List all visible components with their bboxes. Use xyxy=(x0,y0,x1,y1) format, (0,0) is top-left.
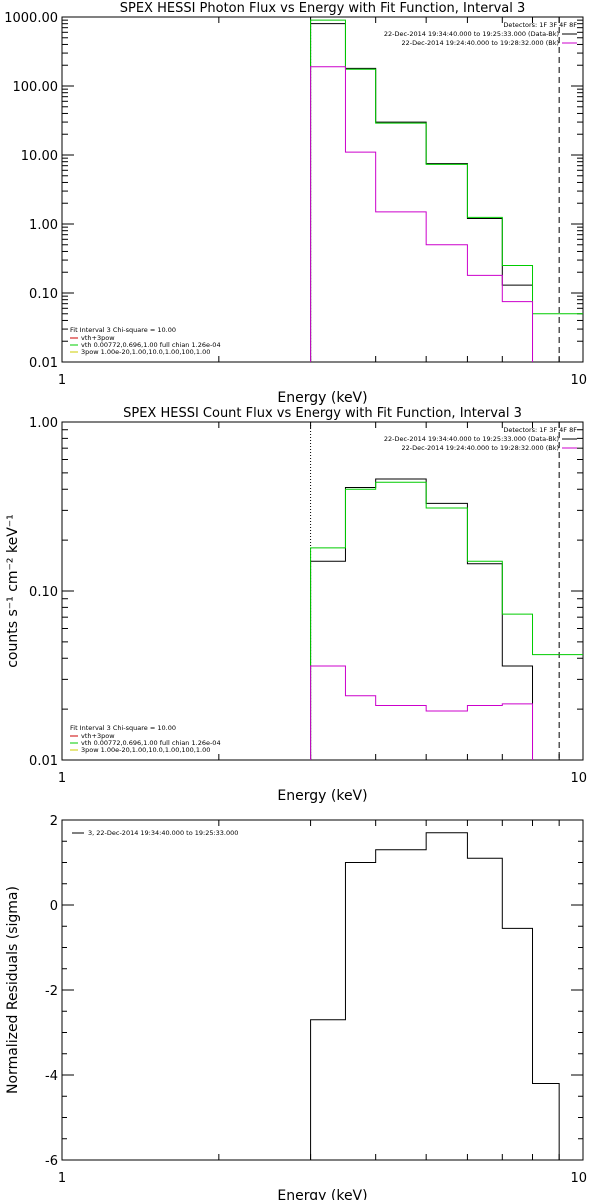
y-tick-label: 0 xyxy=(50,899,58,914)
series-group xyxy=(310,832,560,1160)
y-axis-label: Normalized Residuals (sigma) xyxy=(5,886,21,1094)
y-tick-label: 2 xyxy=(50,814,58,829)
y-tick-label: 1.00 xyxy=(29,416,58,431)
x-tick-label: 1 xyxy=(58,1171,66,1186)
y-tick-label: -2 xyxy=(45,984,58,999)
legend-entry-text: 3, 22-Dec-2014 19:34:40.000 to 19:25:33.… xyxy=(88,829,238,837)
legend-header: Fit Interval 3 Chi-square = 10.00 xyxy=(70,724,176,732)
legend-entry-text: 22-Dec-2014 19:24:40.000 to 19:28:32.000… xyxy=(402,39,560,47)
y-tick-label: -6 xyxy=(45,1154,58,1169)
y-tick-label: 0.10 xyxy=(29,287,58,302)
x-tick-label: 1 xyxy=(58,771,66,786)
y-tick-label: 1.00 xyxy=(29,218,58,233)
y-tick-label: 0.01 xyxy=(29,754,58,769)
series-group xyxy=(310,422,583,760)
series-line-2 xyxy=(310,481,583,760)
legend-entry-text: vth+3pow xyxy=(81,334,115,342)
x-axis-label: Energy (keV) xyxy=(277,1188,367,1200)
x-tick-label: 10 xyxy=(570,1171,587,1186)
legend-entry-text: vth+3pow xyxy=(81,732,115,740)
legend-header: Detectors: 1F 3F 4F 8F xyxy=(503,21,577,29)
legend-entry-text: 22-Dec-2014 19:34:40.000 to 19:25:33.000… xyxy=(384,435,559,443)
plot-frame xyxy=(61,819,584,1161)
legend-bottom-left: Fit Interval 3 Chi-square = 10.00vth+3po… xyxy=(70,326,221,356)
legend-entry-text: 22-Dec-2014 19:24:40.000 to 19:28:32.000… xyxy=(402,444,560,452)
chart-title: SPEX HESSI Count Flux vs Energy with Fit… xyxy=(123,406,522,421)
series-line-3 xyxy=(310,665,534,760)
x-axis-label: Energy (keV) xyxy=(277,788,367,804)
legend-bottom-left: Fit Interval 3 Chi-square = 10.00vth+3po… xyxy=(70,724,221,754)
chart-panel-2: SPEX HESSI Count Flux vs Energy with Fit… xyxy=(5,406,587,804)
chart-panel-1: SPEX HESSI Photon Flux vs Energy with Fi… xyxy=(4,1,587,406)
series-line-3 xyxy=(310,66,534,362)
legend-header: Fit Interval 3 Chi-square = 10.00 xyxy=(70,326,176,334)
x-tick-label: 1 xyxy=(58,373,66,388)
legend-entry-text: vth 0.00772,0.696,1.00 full chian 1.26e-… xyxy=(81,739,221,747)
series-line-1 xyxy=(310,478,534,760)
plot-frame xyxy=(61,16,584,363)
y-tick-label: -4 xyxy=(45,1069,58,1084)
legend-entry-text: 3pow 1.00e-20,1.00,10.0,1.00,100,1.00 xyxy=(81,348,210,356)
y-tick-label: 0.01 xyxy=(29,356,58,371)
legend-top-left: 3, 22-Dec-2014 19:34:40.000 to 19:25:33.… xyxy=(72,829,238,837)
x-tick-label: 10 xyxy=(570,373,587,388)
series-line-2 xyxy=(310,19,583,362)
plot-frame xyxy=(61,421,584,761)
y-tick-label: 10.00 xyxy=(21,149,58,164)
x-axis-label: Energy (keV) xyxy=(277,390,367,406)
legend-entry-text: vth 0.00772,0.696,1.00 full chian 1.26e-… xyxy=(81,341,221,349)
y-tick-label: 0.10 xyxy=(29,585,58,600)
y-tick-label: 100.00 xyxy=(13,80,59,95)
y-axis-label: counts s⁻¹ cm⁻² keV⁻¹ xyxy=(5,514,21,668)
chart-title: SPEX HESSI Photon Flux vs Energy with Fi… xyxy=(120,1,526,16)
series-line-1 xyxy=(310,832,560,1160)
legend-entry-text: 22-Dec-2014 19:34:40.000 to 19:25:33.000… xyxy=(384,30,559,38)
legend-header: Detectors: 1F 3F 4F 8F xyxy=(503,426,577,434)
legend-entry-text: 3pow 1.00e-20,1.00,10.0,1.00,100,1.00 xyxy=(81,746,210,754)
chart-panel-3: 1 10 Energy (keV) -6 -4 -2 0 2 Normalized Residu… xyxy=(5,814,587,1200)
x-tick-label: 10 xyxy=(570,771,587,786)
series-line-1 xyxy=(310,23,534,362)
y-tick-label: 1000.00 xyxy=(4,11,58,26)
series-group xyxy=(310,17,583,362)
